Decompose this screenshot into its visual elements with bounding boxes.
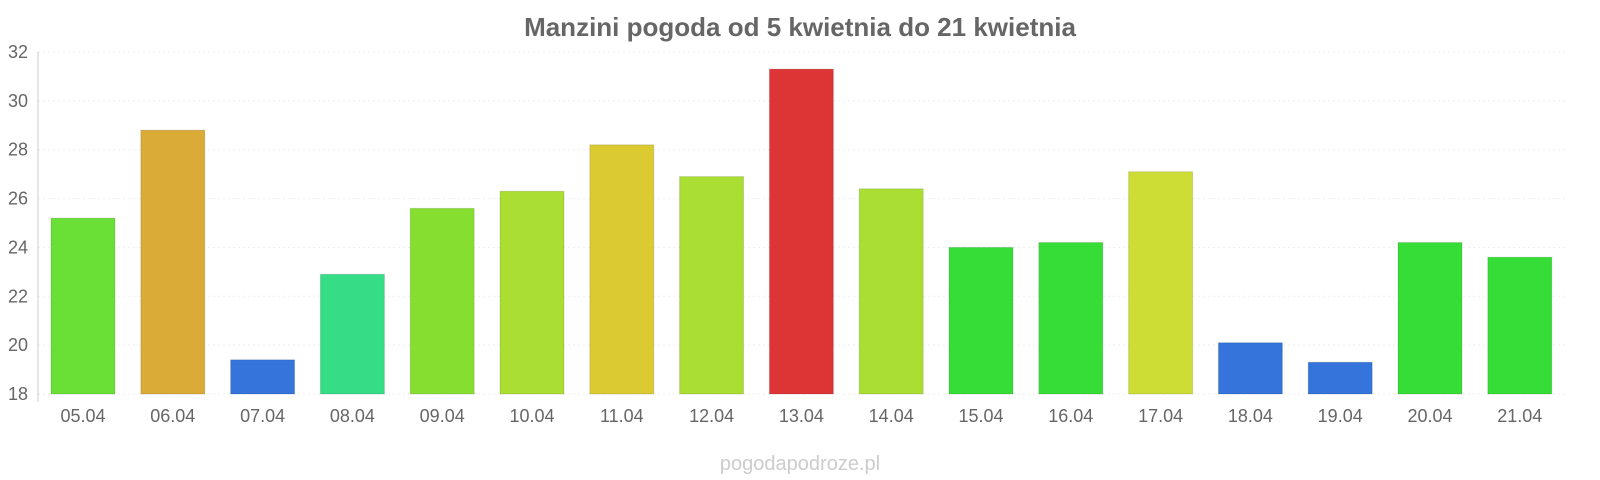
y-tick-label: 28 xyxy=(8,140,28,160)
bar-07.04 xyxy=(230,359,296,395)
bars xyxy=(50,68,1553,395)
bar-16.04 xyxy=(1038,242,1104,395)
bar-12.04 xyxy=(679,176,745,395)
y-tick-label: 26 xyxy=(8,189,28,209)
x-tick-label: 07.04 xyxy=(240,406,285,426)
y-tick-label: 20 xyxy=(8,335,28,355)
x-tick-label: 09.04 xyxy=(420,406,465,426)
bar-18.04 xyxy=(1217,342,1283,395)
y-axis-ticks: 18 20 22 24 26 28 30 32 xyxy=(8,42,28,404)
bar-10.04 xyxy=(499,190,565,395)
bar-19.04 xyxy=(1307,361,1373,395)
bar-20.04 xyxy=(1397,242,1463,395)
bar-14.04 xyxy=(858,188,924,395)
x-tick-label: 20.04 xyxy=(1407,406,1452,426)
y-tick-label: 32 xyxy=(8,42,28,62)
x-tick-label: 12.04 xyxy=(689,406,734,426)
x-tick-label: 18.04 xyxy=(1228,406,1273,426)
x-tick-label: 08.04 xyxy=(330,406,375,426)
bar-09.04 xyxy=(409,207,475,395)
bar-21.04 xyxy=(1487,256,1553,395)
y-tick-label: 24 xyxy=(8,237,28,257)
x-tick-label: 11.04 xyxy=(600,406,644,426)
x-tick-label: 13.04 xyxy=(779,406,824,426)
bar-13.04 xyxy=(768,68,834,395)
bar-05.04 xyxy=(50,217,116,395)
x-tick-label: 06.04 xyxy=(150,406,195,426)
bar-06.04 xyxy=(140,129,206,395)
footer-watermark: pogodapodroze.pl xyxy=(720,453,880,475)
y-tick-label: 22 xyxy=(8,286,28,306)
x-tick-label: 05.04 xyxy=(60,406,105,426)
bar-08.04 xyxy=(319,273,385,395)
y-tick-label: 30 xyxy=(8,91,28,111)
bar-17.04 xyxy=(1128,171,1194,395)
x-tick-label: 16.04 xyxy=(1048,406,1093,426)
bar-15.04 xyxy=(948,246,1014,395)
x-tick-label: 17.04 xyxy=(1138,406,1183,426)
y-tick-label: 18 xyxy=(8,384,28,404)
x-axis-ticks: 05.04 06.04 07.04 08.04 09.04 10.04 11.04 12.04… xyxy=(60,406,1542,426)
chart-title: Manzini pogoda od 5 kwietnia do 21 kwiet… xyxy=(524,12,1076,42)
x-tick-label: 10.04 xyxy=(509,406,554,426)
x-tick-label: 14.04 xyxy=(869,406,914,426)
x-tick-label: 21.04 xyxy=(1497,406,1542,426)
x-tick-label: 15.04 xyxy=(958,406,1003,426)
x-tick-label: 19.04 xyxy=(1318,406,1363,426)
bar-11.04 xyxy=(589,144,655,395)
